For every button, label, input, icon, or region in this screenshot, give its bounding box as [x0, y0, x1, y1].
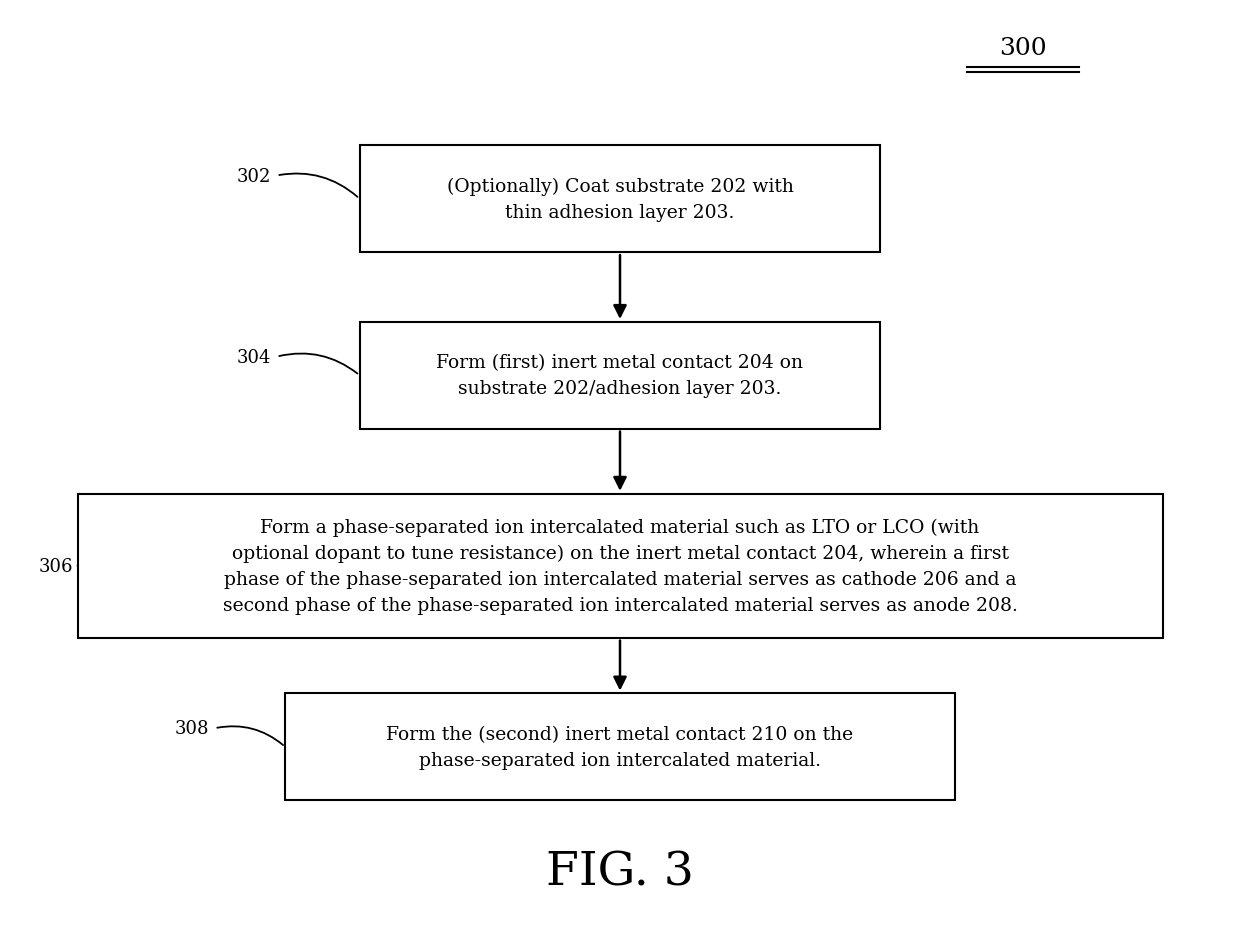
FancyArrowPatch shape	[279, 354, 357, 374]
Bar	[285, 694, 955, 800]
Text: Form the (second) inert metal contact 210 on the
phase-separated ion intercalate: Form the (second) inert metal contact 21…	[387, 725, 853, 769]
Bar	[360, 323, 880, 429]
Text: Form (first) inert metal contact 204 on
substrate 202/adhesion layer 203.: Form (first) inert metal contact 204 on …	[436, 354, 804, 398]
Text: Form a phase-separated ion intercalated material such as LTO or LCO (with
option: Form a phase-separated ion intercalated …	[222, 518, 1018, 614]
Text: FIG. 3: FIG. 3	[546, 850, 694, 895]
Text: (Optionally) Coat substrate 202 with
thin adhesion layer 203.: (Optionally) Coat substrate 202 with thi…	[446, 177, 794, 222]
FancyArrowPatch shape	[217, 727, 283, 745]
Text: 302: 302	[237, 167, 272, 186]
Text: 308: 308	[175, 719, 210, 738]
Text: 306: 306	[38, 557, 73, 575]
Bar	[360, 146, 880, 252]
Text: 304: 304	[237, 348, 272, 367]
FancyArrowPatch shape	[279, 174, 357, 198]
Text: 300: 300	[999, 37, 1047, 60]
Bar	[77, 494, 1163, 638]
